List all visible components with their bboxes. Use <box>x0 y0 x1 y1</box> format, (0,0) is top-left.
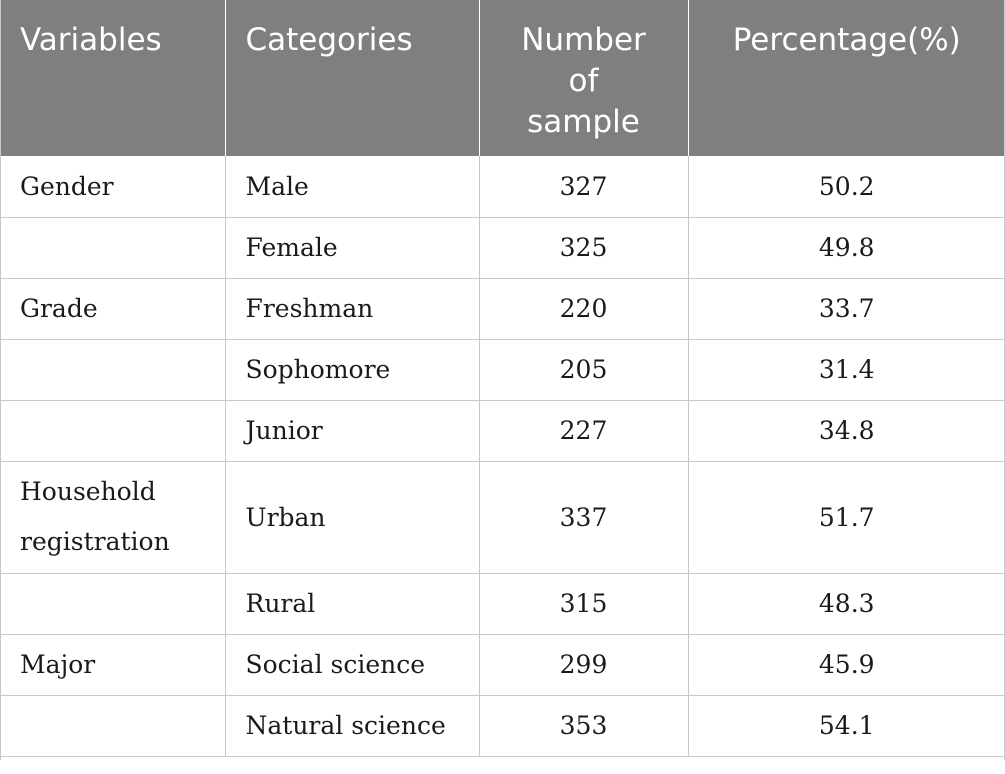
cell-category: Freshman <box>225 278 480 340</box>
demographics-table: Variables Categories Number of sample Perc… <box>0 0 1005 757</box>
cell-percentage: 54.1 <box>688 695 1005 757</box>
cell-category: Natural science <box>225 695 480 757</box>
header-number-of-sample: Number of sample <box>479 0 689 156</box>
header-number-line2: of <box>568 63 599 99</box>
cell-variable-line2: registration <box>20 527 170 556</box>
cell-variable <box>0 695 226 757</box>
cell-category: Sophomore <box>225 339 480 401</box>
cell-variable: Household registration <box>0 461 226 574</box>
cell-percentage: 49.8 <box>688 217 1005 279</box>
cell-percentage: 34.8 <box>688 400 1005 462</box>
table-row: Gender Male 327 50.2 <box>0 156 1005 218</box>
table-row: Grade Freshman 220 33.7 <box>0 278 1005 340</box>
header-variables: Variables <box>0 0 226 156</box>
cell-variable <box>0 217 226 279</box>
cell-number: 315 <box>479 573 689 635</box>
header-number-line3: sample <box>527 104 640 140</box>
cell-number: 327 <box>479 156 689 218</box>
cell-category: Junior <box>225 400 480 462</box>
cell-percentage: 51.7 <box>688 461 1005 574</box>
cell-variable: Major <box>0 634 226 696</box>
cell-percentage: 48.3 <box>688 573 1005 635</box>
table-row: Female 325 49.8 <box>0 217 1005 279</box>
cell-variable: Grade <box>0 278 226 340</box>
table-row: Sophomore 205 31.4 <box>0 339 1005 401</box>
cell-number: 337 <box>479 461 689 574</box>
table-body: Gender Male 327 50.2 Female 325 49.8 Gra… <box>0 156 1005 757</box>
table-row: Household registration Urban 337 51.7 <box>0 461 1005 574</box>
cell-percentage: 50.2 <box>688 156 1005 218</box>
cell-percentage: 31.4 <box>688 339 1005 401</box>
header-number-line1: Number <box>521 22 646 58</box>
cell-number: 205 <box>479 339 689 401</box>
table-row: Natural science 353 54.1 <box>0 695 1005 757</box>
cell-variable <box>0 339 226 401</box>
cell-percentage: 33.7 <box>688 278 1005 340</box>
cell-category: Urban <box>225 461 480 574</box>
cell-number: 353 <box>479 695 689 757</box>
cell-number: 220 <box>479 278 689 340</box>
table-row: Junior 227 34.8 <box>0 400 1005 462</box>
cell-variable: Gender <box>0 156 226 218</box>
cell-variable-line1: Household <box>20 477 156 506</box>
cell-variable <box>0 573 226 635</box>
cell-category: Female <box>225 217 480 279</box>
cell-number: 299 <box>479 634 689 696</box>
header-row: Variables Categories Number of sample Perc… <box>0 0 1005 156</box>
header-percentage: Percentage(%) <box>688 0 1005 156</box>
table-header: Variables Categories Number of sample Perc… <box>0 0 1005 156</box>
header-categories: Categories <box>225 0 480 156</box>
table-row: Rural 315 48.3 <box>0 573 1005 635</box>
cell-category: Rural <box>225 573 480 635</box>
cell-variable <box>0 400 226 462</box>
table-row: Major Social science 299 45.9 <box>0 634 1005 696</box>
cell-number: 227 <box>479 400 689 462</box>
cell-category: Male <box>225 156 480 218</box>
cell-number: 325 <box>479 217 689 279</box>
cell-category: Social science <box>225 634 480 696</box>
cell-percentage: 45.9 <box>688 634 1005 696</box>
